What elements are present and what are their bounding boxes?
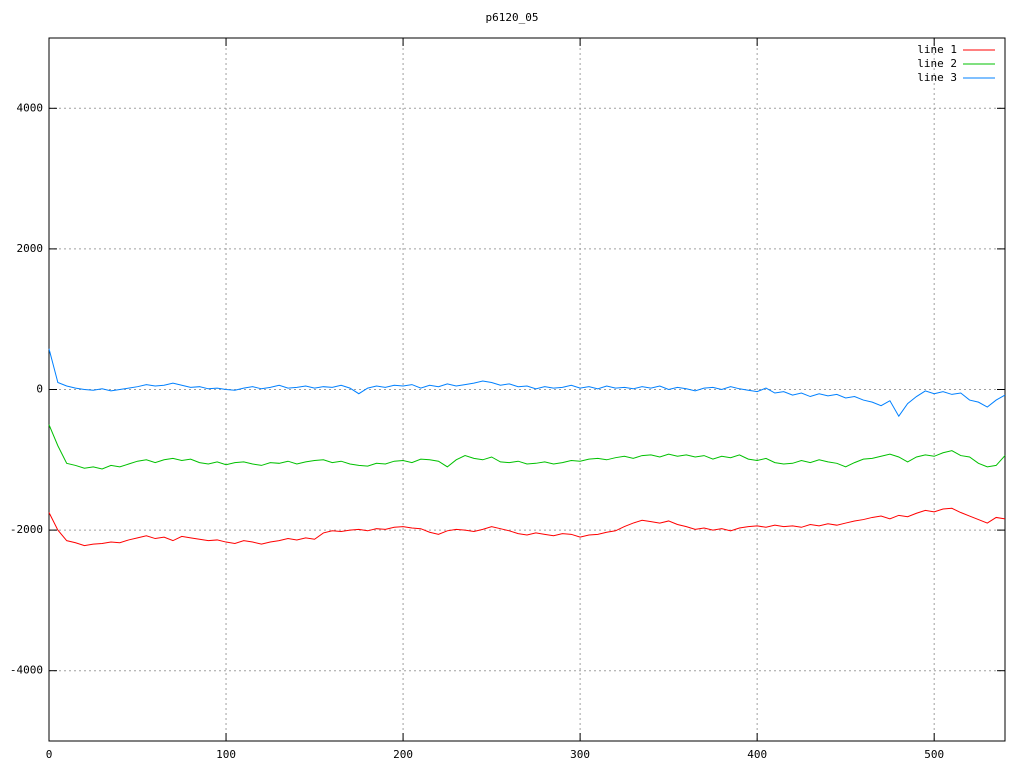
legend-label: line 1 bbox=[917, 43, 957, 56]
y-tick-label: 2000 bbox=[17, 242, 44, 255]
x-tick-label: 0 bbox=[46, 748, 53, 761]
y-tick-label: -2000 bbox=[10, 523, 43, 536]
data-line bbox=[48, 424, 1006, 470]
chart-title: p6120_05 bbox=[486, 11, 539, 24]
legend-label: line 3 bbox=[917, 71, 957, 84]
x-tick-label: 500 bbox=[924, 748, 944, 761]
data-line bbox=[48, 348, 1006, 418]
data-line bbox=[48, 507, 1006, 547]
plot-border bbox=[48, 37, 1006, 742]
x-tick-label: 100 bbox=[216, 748, 236, 761]
y-tick-label: 0 bbox=[36, 383, 43, 396]
y-tick-label: 4000 bbox=[17, 101, 44, 114]
x-tick-label: 300 bbox=[570, 748, 590, 761]
x-tick-label: 400 bbox=[747, 748, 767, 761]
legend-label: line 2 bbox=[917, 57, 957, 70]
x-tick-label: 200 bbox=[393, 748, 413, 761]
y-tick-label: -4000 bbox=[10, 664, 43, 677]
